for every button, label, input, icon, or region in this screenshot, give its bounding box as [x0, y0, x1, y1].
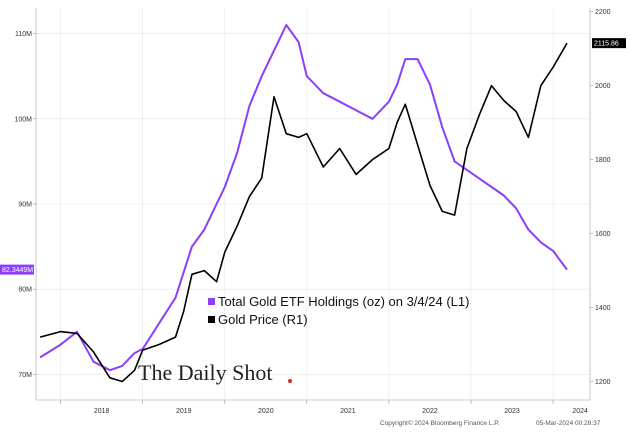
- y-left-tick-label-4: 110M: [15, 31, 32, 38]
- legend-label-price: Gold Price (R1): [218, 312, 308, 327]
- series-line-1: [39, 42, 568, 383]
- y-right-tick-label-2: 1600: [595, 231, 611, 238]
- y-left-tick-label-2: 90M: [18, 202, 32, 209]
- labels-layer: 70M 80M 90M 100M 110M 1200 1400 1600 1800 2000 220…: [0, 9, 626, 415]
- y-right-tick-label-3: 1800: [595, 157, 611, 164]
- brand-logo: The Daily Shot: [138, 360, 292, 385]
- x-tick-label-5: 2023: [504, 408, 520, 415]
- series-layer: [39, 24, 568, 383]
- grid-layer: [36, 8, 590, 400]
- last-value-label-left: 82.3449M: [2, 267, 33, 274]
- last-value-flag-left: [0, 264, 34, 275]
- y-left-tick-label-3: 100M: [14, 116, 32, 123]
- series-line-0: [39, 24, 568, 372]
- brand-logo-dot: [288, 379, 292, 383]
- x-tick-label-0: 2018: [94, 408, 110, 415]
- y-right-tick-label-5: 2200: [595, 9, 611, 16]
- y-left-tick-label-0: 70M: [18, 372, 32, 379]
- y-right-tick-label-1: 1400: [595, 305, 611, 312]
- legend-swatch-price: [208, 316, 215, 323]
- last-value-flag-right: [592, 38, 626, 49]
- x-tick-label-3: 2021: [340, 408, 356, 415]
- x-tick-label-1: 2019: [176, 408, 192, 415]
- x-tick-label-2: 2020: [258, 408, 274, 415]
- x-tick-label-4: 2022: [422, 408, 438, 415]
- footer-copyright: Copyright© 2024 Bloomberg Finance L.P.: [380, 419, 500, 427]
- y-right-tick-label-0: 1200: [595, 379, 611, 386]
- axes-layer: [33, 8, 593, 404]
- brand-logo-text: The Daily Shot: [138, 360, 272, 385]
- y-right-tick-label-4: 2000: [595, 83, 611, 90]
- footer-timestamp: 05-Mar-2024 00:28:37: [536, 420, 601, 427]
- legend-swatch-etf: [208, 298, 215, 305]
- legend-label-etf: Total Gold ETF Holdings (oz) on 3/4/24 (…: [218, 294, 469, 309]
- y-left-tick-label-1: 80M: [18, 287, 32, 294]
- x-tick-label-6: 2024: [572, 408, 588, 415]
- last-value-label-right: 2115.86: [594, 41, 619, 48]
- legend: Total Gold ETF Holdings (oz) on 3/4/24 (…: [208, 294, 469, 327]
